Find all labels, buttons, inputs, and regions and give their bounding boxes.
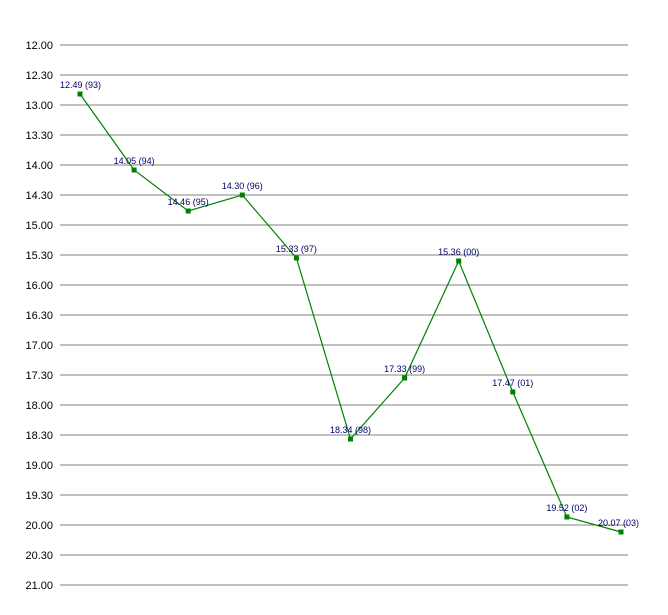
data-point-marker xyxy=(185,208,191,214)
y-tick-label: 18.00 xyxy=(25,400,53,412)
data-label: 14.46 (95) xyxy=(168,197,209,207)
data-label: 18.34 (98) xyxy=(330,425,371,435)
y-tick-label: 13.00 xyxy=(25,100,53,112)
y-tick-label: 12.30 xyxy=(25,70,53,82)
data-label: 20.07 (03) xyxy=(598,518,639,528)
y-tick-label: 19.30 xyxy=(25,490,53,502)
series-line xyxy=(79,93,622,533)
y-tick-label: 17.00 xyxy=(25,340,53,352)
data-label: 15.33 (97) xyxy=(276,244,317,254)
data-label: 14.30 (96) xyxy=(222,181,263,191)
data-label: 14.05 (94) xyxy=(114,156,155,166)
data-point-marker xyxy=(456,258,462,264)
data-point-marker xyxy=(131,167,137,173)
data-point-marker xyxy=(510,389,516,395)
y-tick-label: 16.30 xyxy=(25,310,53,322)
y-tick-label: 15.00 xyxy=(25,220,53,232)
y-tick-label: 14.00 xyxy=(25,160,53,172)
y-tick-label: 14.30 xyxy=(25,190,53,202)
y-tick-label: 13.30 xyxy=(25,130,53,142)
y-tick-label: 12.00 xyxy=(25,40,53,52)
series xyxy=(79,93,622,533)
gridlines xyxy=(60,44,628,586)
y-tick-label: 16.00 xyxy=(25,280,53,292)
y-tick-label: 21.00 xyxy=(25,580,53,592)
data-point-marker xyxy=(618,529,624,535)
data-point-marker xyxy=(293,255,299,261)
data-label: 17.47 (01) xyxy=(492,378,533,388)
y-tick-label: 20.00 xyxy=(25,520,53,532)
data-point-marker xyxy=(402,375,408,381)
data-point-marker xyxy=(77,91,83,97)
y-tick-label: 18.30 xyxy=(25,430,53,442)
y-axis-tick-labels: 12.00 12.30 13.00 13.30 14.00 14.30 15.00 15.30… xyxy=(25,40,53,592)
data-labels: 12.49 (93) 14.05 (94) 14.46 (95) 14.30 (96)… xyxy=(60,80,639,528)
data-point-marker xyxy=(239,192,245,198)
y-tick-label: 15.30 xyxy=(25,250,53,262)
data-label: 17.33 (99) xyxy=(384,364,425,374)
data-point-marker xyxy=(348,436,353,442)
data-label: 19.52 (02) xyxy=(546,503,587,513)
y-tick-label: 17.30 xyxy=(25,370,53,382)
y-tick-label: 19.00 xyxy=(25,460,53,472)
data-label: 12.49 (93) xyxy=(60,80,101,90)
data-point-marker xyxy=(564,514,570,520)
data-markers xyxy=(77,91,624,535)
data-label: 15.36 (00) xyxy=(438,247,479,257)
y-tick-label: 20.30 xyxy=(25,550,53,562)
